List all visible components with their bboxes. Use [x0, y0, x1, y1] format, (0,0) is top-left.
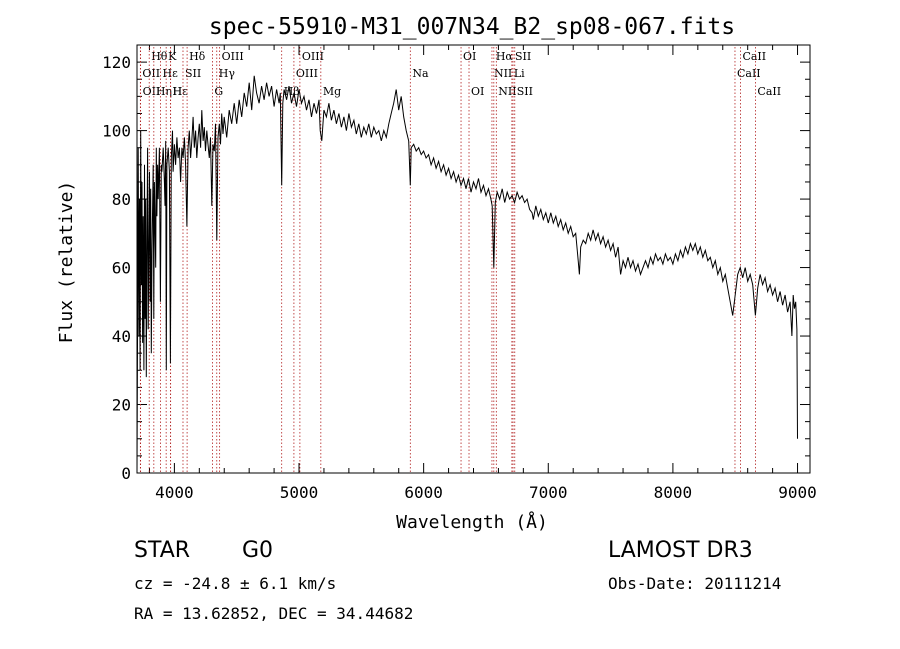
line-marker-label: Hε — [173, 85, 189, 98]
line-marker-label: H — [173, 85, 183, 98]
y-tick-label: 0 — [121, 464, 131, 483]
object-class: STAR — [134, 538, 191, 563]
observation-date: Obs-Date: 20111214 — [608, 574, 782, 593]
line-marker-label: SII — [185, 67, 201, 80]
line-marker-label: OIII — [296, 67, 318, 80]
line-marker-label: SII — [515, 50, 531, 63]
chart-title: spec-55910-M31_007N34_B2_sp08-067.fits — [209, 14, 735, 40]
line-marker-label: NII — [498, 85, 516, 98]
line-marker-label: Hθ — [151, 50, 168, 63]
spectral-subclass: G0 — [242, 538, 274, 563]
line-marker-label: OIII — [222, 50, 244, 63]
line-marker-label: G — [214, 85, 223, 98]
redshift-velocity: cz = -24.8 ± 6.1 km/s — [134, 574, 337, 593]
spectrum-chart: spec-55910-M31_007N34_B2_sp08-067.fits 4… — [56, 14, 817, 533]
line-marker-label: OII — [143, 85, 161, 98]
axes: 4000 5000 6000 7000 8000 9000 0 20 40 60 80 100 120 — [102, 44, 817, 502]
line-marker-label: CaII — [737, 67, 761, 80]
line-marker-label: NII — [494, 67, 512, 80]
spectrum-line — [136, 75, 798, 474]
line-marker-label: Hγ — [219, 67, 236, 80]
y-tick-label: 20 — [112, 396, 131, 415]
line-marker-label: OIII — [302, 50, 324, 63]
y-tick-label: 120 — [102, 53, 131, 72]
y-tick-label: 40 — [112, 327, 131, 346]
line-marker-label: Hδ — [189, 50, 206, 63]
line-marker-label: OI — [471, 85, 484, 98]
line-marker-label: Li — [514, 67, 525, 80]
line-marker-label: Hα — [496, 50, 514, 63]
x-tick-label: 4000 — [155, 483, 194, 502]
line-marker-label: Mg — [323, 85, 341, 98]
x-tick-label: 8000 — [654, 483, 693, 502]
line-marker-label: OI — [463, 50, 476, 63]
line-marker-label: Na — [412, 67, 429, 80]
x-tick-label: 9000 — [778, 483, 817, 502]
line-marker-label: K — [168, 50, 177, 63]
line-marker-label: SII — [517, 85, 533, 98]
x-axis-label: Wavelength (Å) — [396, 511, 548, 533]
y-tick-label: 100 — [102, 122, 131, 141]
survey-name: LAMOST DR3 — [608, 538, 753, 563]
coordinates: RA = 13.62852, DEC = 34.44682 — [134, 604, 414, 623]
x-tick-label: 6000 — [404, 483, 443, 502]
line-marker-label: Hη — [156, 85, 172, 98]
x-tick-label: 7000 — [529, 483, 568, 502]
line-marker-label: OII — [142, 67, 160, 80]
y-axis-label: Flux (relative) — [56, 181, 77, 344]
line-marker-label: CaII — [742, 50, 766, 63]
y-tick-label: 80 — [112, 190, 131, 209]
y-tick-label: 60 — [112, 259, 131, 278]
line-marker-label: Hε — [163, 67, 179, 80]
line-marker-label: CaII — [757, 85, 781, 98]
x-tick-label: 5000 — [280, 483, 319, 502]
